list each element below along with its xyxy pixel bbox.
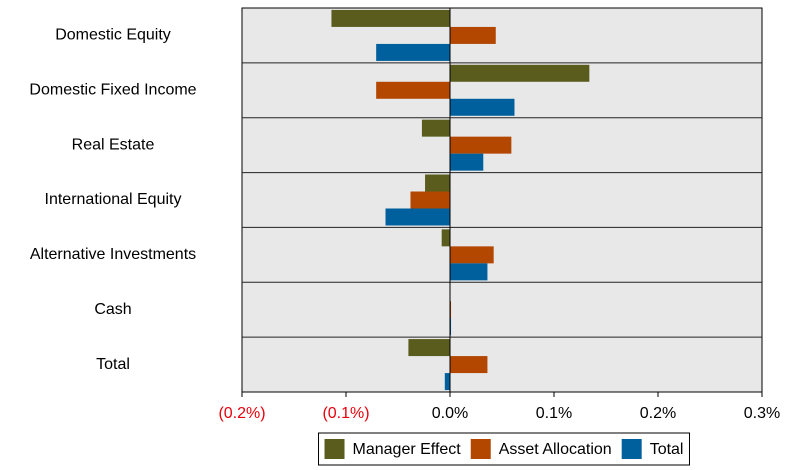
legend-label: Manager Effect [353,441,462,458]
y-tick-label: Real Estate [72,136,155,153]
y-tick-label: Alternative Investments [30,246,196,263]
legend-label: Asset Allocation [499,441,612,458]
legend-swatch [621,439,642,459]
bar [450,356,488,374]
bar [421,119,450,137]
bar [410,191,450,209]
bar [441,229,450,247]
bar [408,339,450,357]
x-tick-label: 0.3% [744,405,780,422]
legend-label: Total [650,441,684,458]
x-tick-label: 0.1% [536,405,572,422]
bar [450,26,496,44]
bar [450,153,484,171]
y-tick-label: International Equity [45,191,182,208]
x-tick-label: (0.1%) [322,405,369,422]
x-tick-label: 0.0% [432,405,468,422]
bar [425,174,450,192]
bar [385,208,450,226]
y-tick-label: Domestic Equity [55,27,171,44]
bar [450,64,590,82]
bar [444,373,450,391]
y-tick-label: Total [96,356,130,373]
bar [331,9,450,27]
bar [376,81,450,99]
bar [450,246,494,264]
legend-swatch [470,439,491,459]
x-tick-label: 0.2% [640,405,676,422]
legend-swatch [324,439,345,459]
bar [450,263,488,281]
bar [450,301,452,319]
bar [376,43,450,61]
bar [450,98,515,116]
bar [450,136,512,154]
y-tick-label: Cash [94,301,131,318]
bar [450,318,452,336]
y-tick-label: Domestic Fixed Income [29,82,196,99]
x-tick-label: (0.2%) [218,405,265,422]
